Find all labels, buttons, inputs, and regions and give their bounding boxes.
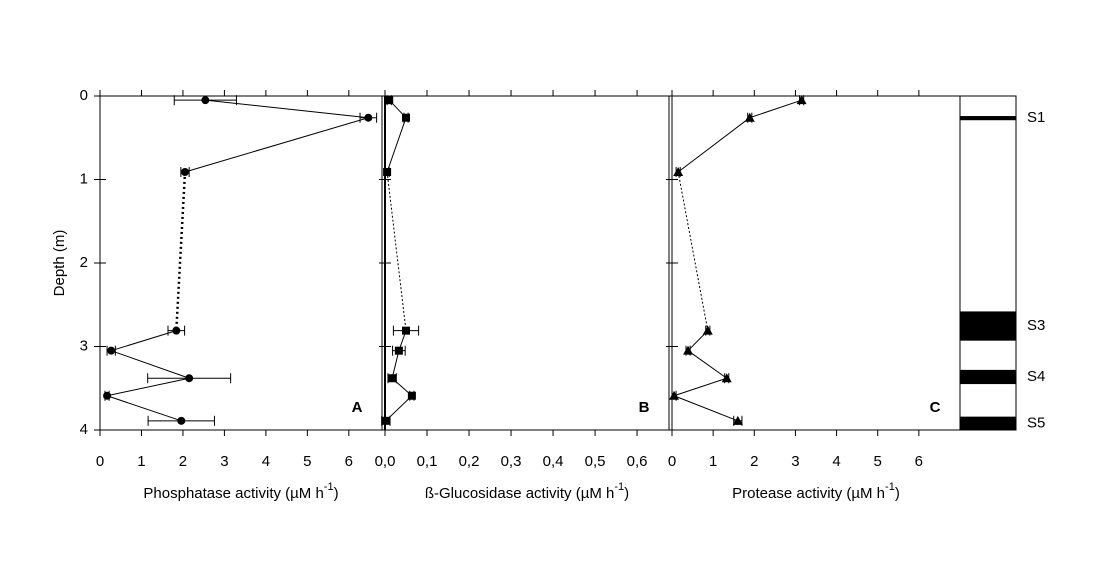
panel-label: A bbox=[352, 399, 363, 416]
data-point bbox=[172, 326, 181, 335]
data-point bbox=[407, 391, 416, 400]
profile-segment bbox=[386, 171, 407, 331]
data-point bbox=[201, 96, 210, 105]
x-tick-label: 0,5 bbox=[585, 453, 606, 470]
data-point bbox=[385, 96, 394, 105]
x-label-text: Protease activity (µM h bbox=[732, 485, 885, 502]
data-point bbox=[721, 373, 732, 383]
x-label-text: Phosphatase activity (µM h bbox=[143, 485, 323, 502]
profile-segment bbox=[677, 117, 751, 173]
x-tick-label: 0,1 bbox=[417, 453, 438, 470]
panel-label: C bbox=[930, 399, 941, 416]
y-tick-label: 4 bbox=[80, 421, 88, 438]
x-label-sup: -1 bbox=[885, 481, 895, 493]
stratum bbox=[960, 116, 1016, 121]
data-point bbox=[364, 113, 373, 122]
x-label-end: ) bbox=[334, 485, 339, 502]
x-tick-label: 5 bbox=[303, 453, 311, 470]
data-point bbox=[383, 167, 392, 176]
data-point bbox=[744, 112, 755, 122]
x-label-sup: -1 bbox=[614, 481, 624, 493]
stratum-label: S1 bbox=[1027, 109, 1045, 126]
data-point bbox=[669, 390, 680, 400]
x-tick-label: 0,2 bbox=[459, 453, 480, 470]
x-tick-label: 5 bbox=[874, 453, 882, 470]
profile-segment bbox=[184, 117, 369, 173]
y-axis-label: Depth (m) bbox=[51, 230, 68, 297]
profile-segment bbox=[687, 350, 728, 379]
profile-segment bbox=[391, 350, 400, 379]
x-tick-label: 6 bbox=[915, 453, 923, 470]
data-point bbox=[381, 416, 390, 425]
x-tick-label: 3 bbox=[791, 453, 799, 470]
data-point bbox=[388, 374, 397, 383]
data-point bbox=[683, 345, 694, 355]
x-tick-label: 0,0 bbox=[375, 453, 396, 470]
profile-segment bbox=[749, 99, 802, 119]
x-tick-label: 0,3 bbox=[501, 453, 522, 470]
data-point bbox=[673, 166, 684, 176]
stratum-label: S4 bbox=[1027, 368, 1045, 385]
profile-segment bbox=[205, 99, 369, 119]
profile-segment bbox=[677, 171, 709, 331]
data-point bbox=[394, 346, 403, 355]
profile-segment bbox=[175, 171, 187, 331]
stratum-label: S3 bbox=[1027, 317, 1045, 334]
x-axis-label: Phosphatase activity (µM h-1) bbox=[143, 481, 338, 502]
x-axis-label: ß-Glucosidase activity (µM h-1) bbox=[425, 481, 629, 502]
stratum bbox=[960, 311, 1016, 341]
profile-segment bbox=[106, 395, 182, 422]
profile-segment bbox=[111, 350, 190, 379]
x-tick-label: 1 bbox=[137, 453, 145, 470]
data-point bbox=[796, 95, 807, 105]
profile-segment bbox=[673, 377, 727, 397]
x-tick-label: 4 bbox=[262, 453, 270, 470]
profile-segment bbox=[111, 330, 177, 352]
x-tick-label: 2 bbox=[750, 453, 758, 470]
stratum bbox=[960, 369, 1016, 385]
x-tick-label: 6 bbox=[345, 453, 353, 470]
y-tick-label: 2 bbox=[80, 254, 88, 271]
data-point bbox=[103, 391, 112, 400]
x-tick-label: 0 bbox=[96, 453, 104, 470]
data-point bbox=[177, 416, 186, 425]
data-point bbox=[185, 374, 194, 383]
x-tick-label: 1 bbox=[709, 453, 717, 470]
x-label-text: ß-Glucosidase activity (µM h bbox=[425, 485, 615, 502]
stratum bbox=[960, 416, 1016, 430]
x-axis-label: Protease activity (µM h-1) bbox=[732, 481, 900, 502]
data-point bbox=[732, 415, 743, 425]
x-tick-label: 0 bbox=[668, 453, 676, 470]
data-point bbox=[702, 325, 713, 335]
panel-label: B bbox=[639, 399, 650, 416]
data-point bbox=[107, 346, 116, 355]
stratum-label: S5 bbox=[1027, 414, 1045, 431]
x-label-end: ) bbox=[624, 485, 629, 502]
x-tick-label: 2 bbox=[179, 453, 187, 470]
x-label-end: ) bbox=[895, 485, 900, 502]
data-point bbox=[402, 113, 411, 122]
x-tick-label: 4 bbox=[832, 453, 840, 470]
x-tick-label: 3 bbox=[220, 453, 228, 470]
y-tick-label: 0 bbox=[80, 87, 88, 104]
profile-segment bbox=[386, 117, 407, 173]
profile-segment bbox=[106, 377, 190, 397]
x-tick-label: 0,4 bbox=[543, 453, 564, 470]
profile-segment bbox=[673, 395, 739, 422]
x-label-sup: -1 bbox=[324, 481, 334, 493]
y-tick-label: 3 bbox=[80, 337, 88, 354]
data-point bbox=[181, 167, 190, 176]
y-tick-label: 1 bbox=[80, 170, 88, 187]
data-point bbox=[402, 326, 411, 335]
x-tick-label: 0,6 bbox=[627, 453, 648, 470]
